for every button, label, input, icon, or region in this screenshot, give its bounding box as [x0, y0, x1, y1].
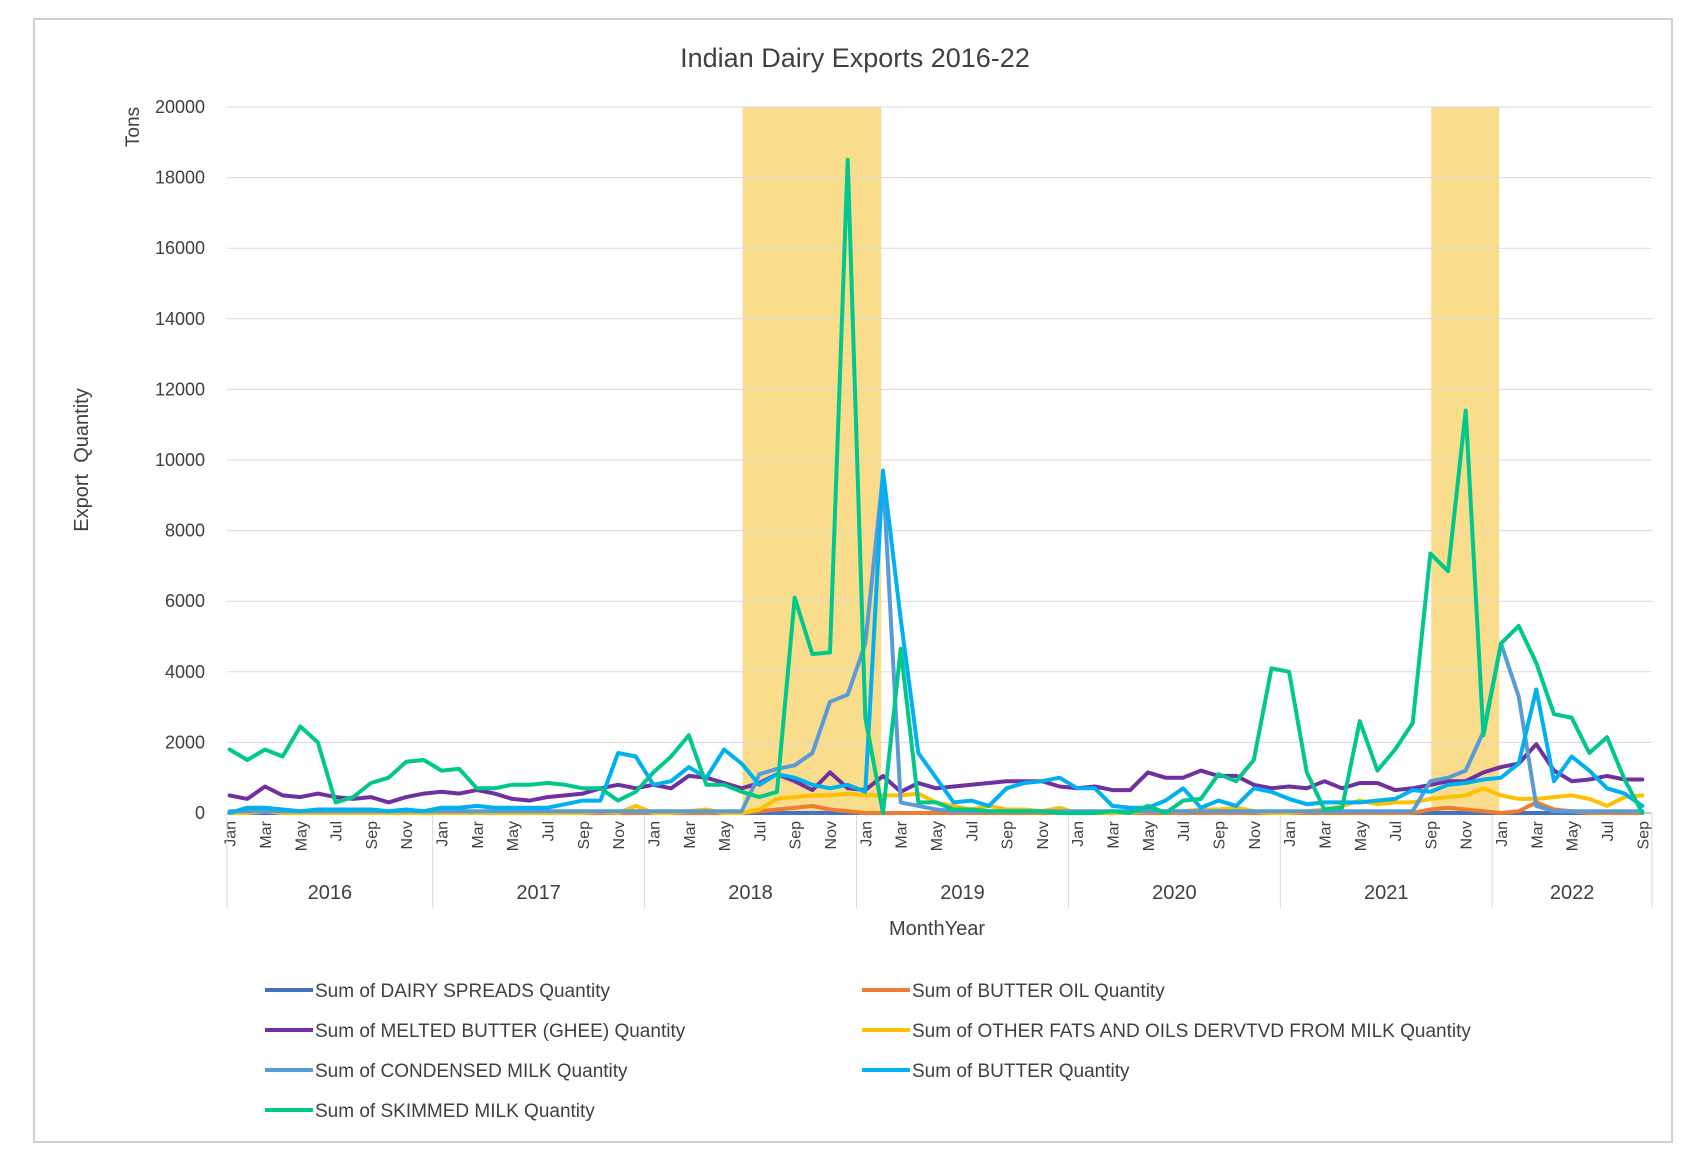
x-tick-label: Mar	[258, 820, 275, 848]
x-tick-label: Sep	[1211, 821, 1228, 850]
series-line-5	[227, 472, 1645, 814]
x-tick-label: Jan	[1282, 821, 1299, 847]
y-tick-label: 20000	[155, 97, 205, 117]
series-layer	[227, 157, 1645, 815]
year-label: 2021	[1364, 882, 1409, 904]
legend-label: Sum of CONDENSED MILK Quantity	[315, 1061, 628, 1082]
x-tick-label: Jan	[223, 821, 240, 847]
legend-label: Sum of BUTTER OIL Quantity	[912, 981, 1165, 1002]
series-line-3	[227, 742, 1645, 805]
x-tick-label: Mar	[1317, 820, 1334, 848]
x-tick-label: Jul	[329, 821, 346, 841]
legend-label: Sum of SKIMMED MILK Quantity	[315, 1101, 595, 1122]
legend: Sum of DAIRY SPREADS Quantity Sum of BUTT…	[265, 981, 1471, 1122]
y-tick-label: 4000	[165, 662, 205, 682]
x-tick-label: May	[717, 821, 734, 851]
x-tick-label: Sep	[364, 821, 381, 850]
x-tick-label: Jan	[1070, 821, 1087, 847]
y-tick-label: 10000	[155, 450, 205, 470]
y-tick-label: 18000	[155, 168, 205, 188]
year-label: 2019	[940, 882, 985, 904]
x-tick-label: Mar	[470, 820, 487, 848]
x-tick-label: Mar	[894, 820, 911, 848]
y-axis-title: Export Quantity	[71, 388, 93, 531]
legend-label: Sum of DAIRY SPREADS Quantity	[315, 981, 610, 1002]
x-tick-label: Jul	[1388, 821, 1405, 841]
series-line-7	[227, 157, 1645, 815]
x-tick-label: May	[1353, 821, 1370, 851]
x-axis-title: MonthYear	[889, 918, 985, 940]
x-tick-label: Nov	[1459, 821, 1476, 849]
x-tick-label: May	[1565, 821, 1582, 851]
legend-label: Sum of MELTED BUTTER (GHEE) Quantity	[315, 1021, 686, 1042]
y-tick-label: 2000	[165, 732, 205, 752]
year-label: 2020	[1152, 882, 1197, 904]
series-line-6	[227, 468, 1645, 815]
y-tick-label: 12000	[155, 379, 205, 399]
year-label: 2017	[516, 882, 561, 904]
x-tick-label: Jan	[435, 821, 452, 847]
gridlines	[227, 106, 1652, 743]
x-tick-label: Sep	[1423, 821, 1440, 850]
x-tick-label: Sep	[788, 821, 805, 850]
legend-label: Sum of OTHER FATS AND OILS DERVTVD FROM …	[912, 1021, 1471, 1042]
x-tick-label: Sep	[576, 821, 593, 850]
y-tick-label: 8000	[165, 521, 205, 541]
x-tick-label: Jan	[646, 821, 663, 847]
x-tick-label: Nov	[823, 821, 840, 849]
x-tick-label: Nov	[1035, 821, 1052, 849]
x-tick-label: Mar	[1106, 820, 1123, 848]
x-tick-label: Mar	[682, 820, 699, 848]
year-label: 2016	[308, 882, 353, 904]
x-tick-label: Jul	[964, 821, 981, 841]
year-label: 2018	[728, 882, 773, 904]
unit-label: Tons	[123, 107, 144, 147]
y-tick-label: 16000	[155, 238, 205, 258]
x-tick-label: Nov	[1247, 821, 1264, 849]
y-tick-label: 6000	[165, 591, 205, 611]
chart-title: Indian Dairy Exports 2016-22	[680, 43, 1030, 73]
x-tick-label: May	[293, 821, 310, 851]
x-tick-label: Sep	[1635, 821, 1652, 850]
x-tick-label: Jul	[1176, 821, 1193, 841]
x-tick-label: Mar	[1529, 820, 1546, 848]
x-tick-label: Jul	[540, 821, 557, 841]
x-tick-label: Jan	[1494, 821, 1511, 847]
x-tick-label: Nov	[611, 821, 628, 849]
x-tick-label: May	[1141, 821, 1158, 851]
x-tick-label: Sep	[1000, 821, 1017, 850]
legend-label: Sum of BUTTER Quantity	[912, 1061, 1130, 1082]
y-tick-label: 14000	[155, 309, 205, 329]
y-tick-label: 0	[195, 803, 205, 823]
x-tick-label: Jul	[752, 821, 769, 841]
x-tick-label: Jan	[858, 821, 875, 847]
x-tick-label: Nov	[399, 821, 416, 849]
year-label: 2022	[1550, 882, 1595, 904]
x-tick-label: May	[929, 821, 946, 851]
x-tick-label: Jul	[1600, 821, 1617, 841]
x-tick-label: May	[505, 821, 522, 851]
